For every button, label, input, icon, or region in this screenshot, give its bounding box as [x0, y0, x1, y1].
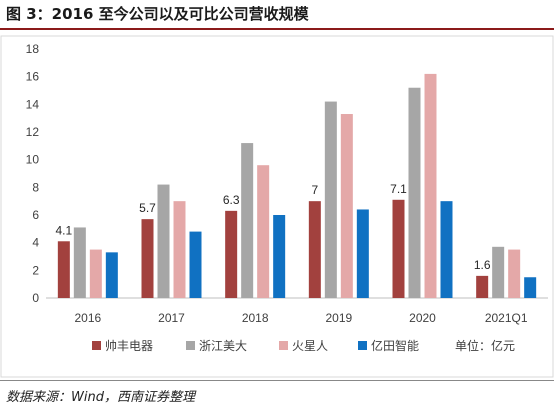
data-label: 4.1: [55, 223, 72, 237]
bar-帅丰电器-2016: [57, 241, 70, 298]
y-tick-label: 18: [26, 42, 40, 56]
x-tick-label: 2017: [158, 311, 185, 325]
y-axis: 0 2 4 6 8 10 12 14 16 18: [26, 42, 548, 305]
revenue-bar-chart: 0 2 4 6 8 10 12 14 16 18 2016 2017 2018 2019 2020 2021…: [0, 35, 554, 378]
legend-swatch: [358, 341, 367, 350]
y-tick-label: 16: [26, 70, 40, 84]
data-label: 7.1: [390, 182, 407, 196]
bar-帅丰电器-2021Q1: [476, 275, 489, 298]
bar-帅丰电器-2017: [141, 219, 154, 298]
bar-浙江美大-2018: [241, 143, 254, 298]
legend: 帅丰电器 浙江美大 火星人 亿田智能 单位：亿元: [92, 338, 515, 353]
legend-swatch: [279, 341, 288, 350]
legend-swatch: [186, 341, 195, 350]
bar-浙江美大-2019: [324, 101, 337, 298]
source-note: 数据来源：Wind，西南证券整理: [6, 390, 195, 405]
y-tick-label: 14: [26, 97, 40, 111]
legend-label: 浙江美大: [199, 339, 247, 353]
y-tick-label: 6: [32, 208, 39, 222]
bar-火星人-2018: [257, 165, 270, 298]
x-tick-label: 2021Q1: [485, 311, 528, 325]
data-label-group: 4.1 5.7 6.3 7 7.1 1.6: [55, 182, 490, 272]
data-label: 6.3: [223, 193, 240, 207]
chart-frame: [0, 35, 554, 378]
bar-帅丰电器-2018: [225, 210, 238, 298]
bar-亿田智能-2016: [105, 252, 118, 298]
data-label: 7: [311, 183, 318, 197]
legend-label: 亿田智能: [371, 338, 419, 353]
legend-label: 火星人: [292, 339, 328, 353]
bar-火星人-2020: [424, 73, 437, 299]
y-tick-label: 0: [32, 291, 39, 305]
y-tick-label: 2: [32, 263, 39, 277]
x-tick-label: 2020: [409, 311, 436, 325]
title-divider: [0, 28, 554, 30]
bar-火星人-2019: [340, 114, 353, 299]
bar-浙江美大-2020: [408, 87, 421, 298]
bar-亿田智能-2020: [440, 201, 453, 298]
x-tick-label: 2019: [325, 311, 352, 325]
bar-帅丰电器-2020: [392, 199, 405, 298]
x-tick-label: 2016: [74, 311, 101, 325]
legend-label: 帅丰电器: [105, 339, 153, 353]
data-label: 5.7: [139, 201, 156, 215]
figure-title: 图 3：2016 至今公司以及可比公司营收规模: [6, 5, 309, 23]
data-label: 1.6: [474, 258, 491, 272]
source-divider: [0, 380, 554, 381]
bar-火星人-2017: [173, 201, 186, 298]
bar-帅丰电器-2019: [308, 201, 321, 298]
bar-亿田智能-2018: [273, 215, 286, 298]
bar-火星人-2016: [89, 249, 102, 298]
legend-swatch: [92, 341, 101, 350]
bar-浙江美大-2017: [157, 184, 170, 298]
x-axis: 2016 2017 2018 2019 2020 2021Q1: [74, 311, 527, 325]
bar-亿田智能-2019: [356, 209, 369, 298]
bar-浙江美大-2016: [73, 227, 86, 298]
bar-series-group: [57, 73, 537, 299]
y-tick-label: 12: [26, 125, 40, 139]
bar-火星人-2021Q1: [508, 249, 521, 298]
y-tick-label: 4: [32, 236, 39, 250]
y-tick-label: 10: [26, 153, 40, 167]
unit-note: 单位：亿元: [455, 338, 515, 353]
y-tick-label: 8: [32, 180, 39, 194]
bar-亿田智能-2021Q1: [524, 277, 537, 298]
bar-亿田智能-2017: [189, 231, 202, 298]
bar-浙江美大-2021Q1: [492, 246, 505, 298]
x-tick-label: 2018: [242, 311, 269, 325]
